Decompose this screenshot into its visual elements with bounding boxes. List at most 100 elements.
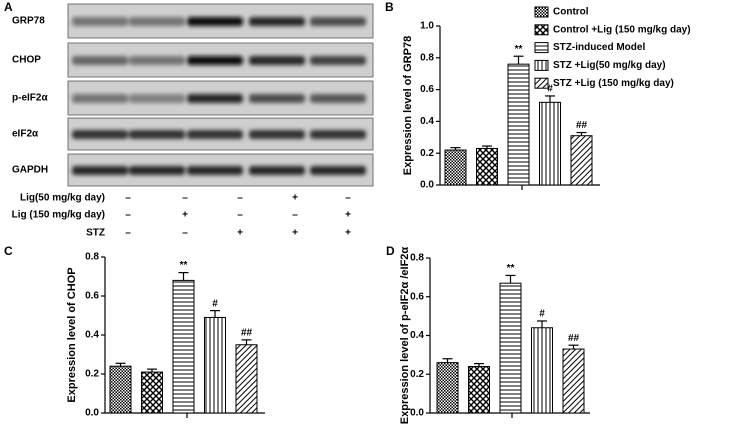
panel-label: B (385, 0, 394, 14)
legend-label: Control +Lig (150 mg/kg day) (553, 24, 691, 35)
significance-label: ** (507, 263, 515, 274)
y-tick-label: 0.2 (420, 148, 434, 159)
y-tick-label: 0.0 (420, 180, 434, 191)
legend-label: STZ +Lig(50 mg/kg day) (553, 60, 666, 71)
bar (476, 147, 498, 186)
treatment-sign: – (182, 228, 188, 239)
blot-band (187, 130, 243, 139)
error-bar (505, 274, 516, 284)
bar (499, 282, 522, 414)
treatment-label: Lig (150 mg/kg day) (12, 210, 105, 221)
bar (468, 366, 490, 414)
panel-label: D (386, 244, 395, 258)
blot-band (310, 94, 366, 103)
y-tick-label: 1.0 (420, 21, 434, 32)
legend-swatch (534, 59, 549, 71)
blot-bands (72, 94, 366, 103)
legend-label: Control (553, 7, 589, 18)
treatment-sign: + (182, 210, 188, 221)
legend-label: STZ +Lig (150 mg/kg day) (553, 78, 674, 89)
bar (141, 371, 163, 414)
y-axis-label: Expression level of p-eIF2α /eIF2α (399, 247, 411, 425)
y-axis-label: Expression level of GRP78 (402, 36, 414, 175)
treatment-sign: + (237, 228, 243, 239)
treatment-sign: – (237, 210, 243, 221)
treatment-label: STZ (86, 228, 105, 239)
blot-row-label: GRP78 (12, 16, 45, 27)
error-bar (210, 310, 220, 318)
bar (539, 101, 561, 186)
blot-band (72, 94, 128, 103)
blot-band (129, 130, 185, 139)
error-bar (576, 131, 587, 136)
error-bar (474, 362, 484, 367)
bar (570, 135, 593, 186)
treatment-sign: – (292, 210, 298, 221)
significance-label: # (539, 309, 545, 320)
blot-bands (72, 166, 366, 175)
bar (562, 348, 585, 414)
blot-band (310, 17, 366, 26)
significance-label: # (547, 84, 553, 95)
error-bar (241, 339, 252, 345)
error-bar (147, 368, 157, 373)
treatment-sign: – (125, 210, 131, 221)
treatment-sign: – (125, 193, 131, 204)
bar (235, 344, 258, 414)
bar (531, 327, 553, 414)
blot-band (187, 56, 243, 65)
significance-label: ## (241, 328, 253, 339)
error-bar (568, 344, 579, 350)
blot-band (72, 17, 128, 26)
blot-band (129, 56, 185, 65)
y-tick-label: 0.6 (85, 291, 99, 302)
blot-bands (72, 56, 366, 65)
error-bar (442, 358, 453, 363)
bar (204, 316, 226, 414)
bar (507, 63, 530, 186)
treatment-label: Lig(50 mg/kg day) (20, 193, 105, 204)
blot-band (249, 94, 305, 103)
blot-band (187, 94, 243, 103)
blot-row-label: CHOP (12, 55, 41, 66)
blot-band (249, 17, 305, 26)
y-tick-label: 0.0 (410, 408, 424, 419)
bar (172, 279, 195, 414)
y-tick-label: 0.0 (85, 408, 99, 419)
y-tick-label: 0.4 (410, 330, 424, 341)
y-tick-label: 0.2 (85, 369, 99, 380)
treatment-sign: – (345, 193, 351, 204)
y-tick-label: 0.8 (410, 253, 424, 264)
blot-row-label: GAPDH (12, 165, 48, 176)
error-bar (178, 272, 189, 281)
treatment-sign: – (182, 193, 188, 204)
blot-band (129, 166, 185, 175)
legend-swatch (534, 77, 549, 89)
y-tick-label: 0.4 (420, 116, 434, 127)
y-tick-label: 0.4 (85, 330, 99, 341)
significance-label: ** (515, 44, 523, 55)
blot-band (310, 166, 366, 175)
blot-bands (72, 130, 366, 139)
error-bar (537, 320, 547, 328)
blot-band (72, 166, 128, 175)
bar (444, 149, 467, 186)
treatment-sign: + (345, 210, 351, 221)
treatment-sign: + (345, 228, 351, 239)
blot-band (249, 130, 305, 139)
blot-row-label: eIF2α (12, 129, 39, 140)
blot-bands (72, 17, 366, 26)
treatment-sign: – (237, 193, 243, 204)
treatment-sign: + (292, 228, 298, 239)
significance-label: # (212, 298, 218, 309)
blot-band (129, 17, 185, 26)
y-tick-label: 0.2 (410, 369, 424, 380)
error-bar (115, 362, 126, 367)
treatment-sign: – (125, 228, 131, 239)
y-tick-label: 0.8 (85, 252, 99, 263)
treatment-sign: + (292, 193, 298, 204)
blot-band (249, 166, 305, 175)
blot-row-label: p-eIF2α (12, 93, 48, 104)
significance-label: ** (180, 260, 188, 271)
